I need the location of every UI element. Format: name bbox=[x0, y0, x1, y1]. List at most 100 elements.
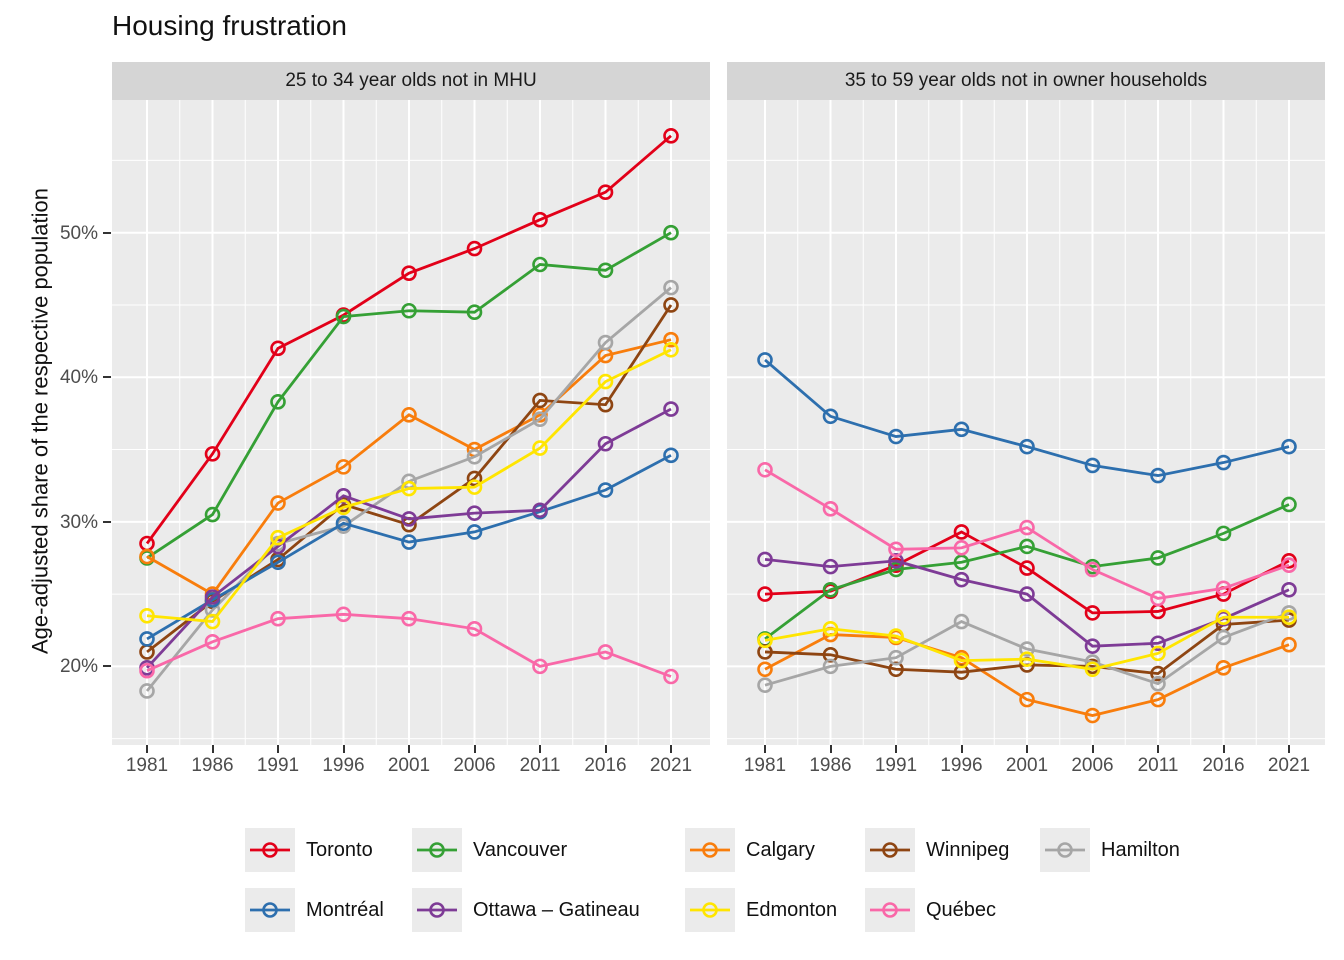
data-point-Québec bbox=[1281, 557, 1297, 573]
data-point-Québec bbox=[270, 610, 286, 627]
y-axis-title: Age-adjusted share of the respective pop… bbox=[27, 188, 53, 654]
legend-label: Québec bbox=[926, 898, 997, 921]
data-point-Vancouver bbox=[532, 256, 548, 273]
x-tick-mark bbox=[604, 745, 607, 753]
data-point-Toronto bbox=[270, 340, 286, 357]
data-point-Québec bbox=[532, 658, 548, 675]
data-point-Ottawa – Gatineau bbox=[888, 553, 904, 569]
data-point-Vancouver bbox=[204, 506, 221, 523]
x-tick-label: 1986 bbox=[809, 755, 852, 776]
data-point-Vancouver bbox=[335, 308, 352, 325]
legend-key-icon bbox=[250, 902, 290, 918]
legend-label: Toronto bbox=[306, 838, 373, 861]
legend-label: Ottawa – Gatineau bbox=[473, 898, 640, 921]
legend-label: Vancouver bbox=[473, 838, 568, 861]
x-tick-label: 1981 bbox=[743, 755, 787, 776]
data-point-Ottawa – Gatineau bbox=[532, 502, 548, 519]
legend-key-icon bbox=[870, 902, 910, 918]
series-line-Hamilton bbox=[764, 611, 1290, 687]
data-point-Edmonton bbox=[204, 613, 221, 630]
panel-canvas bbox=[727, 100, 1325, 745]
data-point-Hamilton bbox=[1019, 641, 1035, 657]
x-tick-label: 2016 bbox=[584, 755, 627, 776]
x-tick-label: 1991 bbox=[256, 755, 300, 776]
data-point-Québec bbox=[466, 620, 483, 637]
data-point-Ottawa – Gatineau bbox=[1084, 638, 1101, 654]
data-point-Toronto bbox=[888, 557, 904, 573]
legend-label: Montréal bbox=[306, 898, 384, 921]
data-point-Ottawa – Gatineau bbox=[204, 589, 221, 605]
data-point-Ottawa – Gatineau bbox=[953, 571, 970, 588]
data-point-Calgary bbox=[663, 331, 679, 348]
data-point-Montréal bbox=[401, 534, 417, 550]
data-point-Québec bbox=[822, 501, 839, 517]
x-tick-label: 1981 bbox=[125, 755, 169, 776]
x-tick-mark bbox=[342, 745, 345, 753]
data-point-Montréal bbox=[1215, 454, 1232, 471]
x-tick-mark bbox=[277, 745, 279, 753]
legend-item-Toronto: Toronto bbox=[245, 828, 373, 872]
data-point-Hamilton bbox=[466, 448, 483, 465]
data-point-Montréal bbox=[663, 447, 679, 464]
data-point-Vancouver bbox=[1019, 538, 1035, 555]
x-tick-mark bbox=[408, 745, 410, 753]
data-point-Edmonton bbox=[139, 607, 155, 624]
legend-label: Winnipeg bbox=[926, 838, 1010, 861]
x-tick-mark bbox=[473, 745, 476, 753]
data-point-Ottawa – Gatineau bbox=[1281, 581, 1297, 598]
x-tick-label: 2016 bbox=[1202, 755, 1245, 776]
x-tick-mark bbox=[1091, 745, 1094, 753]
series-line-Ottawa – Gatineau bbox=[145, 407, 672, 669]
data-point-Hamilton bbox=[953, 613, 970, 630]
legend-key-icon bbox=[690, 902, 730, 918]
data-point-Montréal bbox=[953, 421, 970, 438]
series-line-Calgary bbox=[764, 633, 1290, 717]
legend-key bbox=[1040, 828, 1090, 872]
data-point-Ottawa – Gatineau bbox=[597, 435, 614, 452]
x-tick-label: 2021 bbox=[649, 755, 693, 776]
data-point-Toronto bbox=[1019, 560, 1035, 576]
legend-key-icon bbox=[417, 842, 457, 858]
data-point-Montréal bbox=[466, 524, 483, 540]
legend-key-icon bbox=[690, 842, 730, 858]
data-point-Calgary bbox=[139, 548, 155, 565]
x-tick-label: 2001 bbox=[1005, 755, 1049, 776]
data-point-Edmonton bbox=[270, 529, 286, 546]
x-tick-mark bbox=[1222, 745, 1225, 753]
series-line-Edmonton bbox=[146, 348, 672, 624]
data-point-Calgary bbox=[1084, 707, 1101, 724]
legend-key-icon bbox=[250, 842, 290, 858]
data-point-Edmonton bbox=[597, 373, 614, 390]
data-point-Hamilton bbox=[1150, 675, 1166, 692]
data-point-Québec bbox=[597, 644, 614, 660]
data-point-Vancouver bbox=[953, 554, 970, 571]
legend-item-Winnipeg: Winnipeg bbox=[865, 828, 1009, 872]
data-point-Hamilton bbox=[757, 677, 773, 693]
legend-key-point bbox=[702, 842, 718, 858]
data-point-Montréal bbox=[1084, 457, 1101, 474]
y-tick-label: 30% bbox=[59, 511, 98, 533]
data-point-Calgary bbox=[335, 459, 352, 475]
legend-label: Calgary bbox=[746, 838, 815, 861]
y-tick-label: 40% bbox=[59, 367, 98, 389]
data-point-Québec bbox=[401, 610, 417, 627]
legend-key bbox=[412, 888, 462, 932]
data-point-Edmonton bbox=[1150, 645, 1166, 662]
data-point-Toronto bbox=[953, 524, 970, 540]
data-point-Québec bbox=[1215, 580, 1232, 597]
y-tick-label: 50% bbox=[59, 222, 98, 244]
x-tick-label: 1996 bbox=[322, 755, 365, 776]
x-tick-mark bbox=[146, 745, 148, 753]
data-point-Toronto bbox=[1084, 605, 1101, 621]
series-line-Ottawa – Gatineau bbox=[764, 558, 1290, 648]
data-point-Vancouver bbox=[270, 394, 286, 410]
series-line-Vancouver bbox=[146, 231, 672, 560]
data-point-Winnipeg bbox=[597, 396, 614, 413]
data-point-Toronto bbox=[532, 211, 548, 228]
data-point-Calgary bbox=[532, 407, 548, 423]
data-point-Québec bbox=[204, 634, 221, 650]
legend-item-Montréal: Montréal bbox=[245, 888, 384, 932]
x-tick-label: 2011 bbox=[1137, 755, 1179, 776]
series-line-Québec bbox=[764, 468, 1290, 600]
data-point-Vancouver bbox=[888, 561, 904, 578]
